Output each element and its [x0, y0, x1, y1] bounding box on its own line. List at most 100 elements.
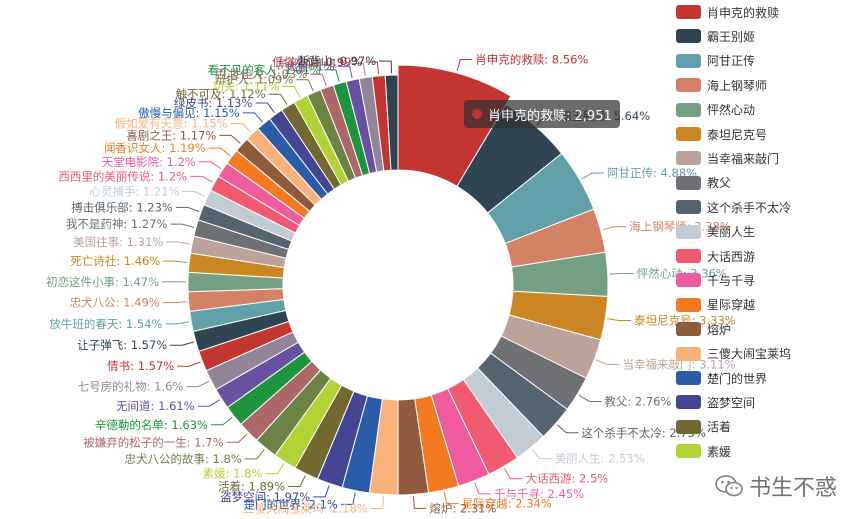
slice-label-当幸福来敲门: 当幸福来敲门: 3.11%: [622, 357, 735, 371]
legend-label: 教父: [707, 176, 732, 191]
legend-swatch: [676, 371, 701, 385]
label-line-忠犬八公的故事: [244, 449, 265, 460]
legend-label: 美丽人生: [707, 225, 756, 240]
label-line-我不是药神: [170, 223, 195, 228]
legend-item-海上钢琴师[interactable]: 海上钢琴师: [676, 76, 767, 94]
label-line-看不见的客人: [323, 69, 340, 82]
slice-label-死亡诗社: 死亡诗社: 1.46%: [70, 254, 160, 268]
legend-swatch: [676, 29, 701, 44]
label-line-当幸福来敲门: [596, 359, 620, 365]
label-line-低俗小说: [365, 61, 379, 74]
label-line-活着: [288, 475, 306, 487]
label-line-辩护人: [296, 79, 314, 91]
label-line-假如爱有天意: [230, 123, 252, 133]
legend-swatch: [676, 127, 701, 141]
slice-label-绿皮书: 绿皮书: 1.13%: [174, 96, 253, 110]
legend-swatch: [676, 419, 701, 434]
legend-item-肖申克的救赎[interactable]: 肖申克的救赎: [676, 3, 779, 21]
legend-label: 三傻大闹宝莱坞: [707, 347, 792, 362]
slice-断背山[interactable]: [384, 74, 399, 171]
legend-item-三傻大闹宝莱坞[interactable]: 三傻大闹宝莱坞: [676, 345, 791, 363]
legend-item-大话西游[interactable]: 大话西游: [676, 247, 755, 265]
legend-item-美丽人生[interactable]: 美丽人生: [676, 223, 755, 241]
legend-item-盗梦空间[interactable]: 盗梦空间: [676, 393, 755, 411]
legend-swatch: [676, 151, 701, 166]
label-line-熔炉: [412, 496, 427, 509]
label-line-死亡诗社: [163, 260, 188, 263]
legend-label: 盗梦空间: [707, 395, 756, 410]
legend-swatch: [676, 78, 701, 93]
slice-label-星际穿越: 星际穿越: 2.34%: [462, 497, 552, 511]
label-line-泰坦尼克号: [607, 318, 632, 322]
slice-肖申克的救赎[interactable]: [397, 64, 512, 187]
legend-item-千与千寻[interactable]: 千与千寻: [676, 271, 755, 289]
label-line-素媛: [265, 463, 285, 475]
legend-label: 素媛: [707, 444, 732, 459]
label-line-让子弹飞: [170, 341, 194, 346]
slice-label-千与千寻: 千与千寻: 2.45%: [494, 487, 584, 501]
slice-label-乱世佳人: 乱世佳人: 1.03%: [217, 67, 307, 81]
slice-label-忠犬八公: 忠犬八公: 1.49%: [70, 296, 160, 310]
legend-swatch: [676, 297, 701, 312]
slice-label-傲慢与偏见: 傲慢与偏见: 1.15%: [138, 106, 240, 120]
legend-item-素媛[interactable]: 素媛: [676, 442, 731, 460]
label-line-心灵捕手: [182, 191, 206, 197]
legend-swatch: [676, 102, 701, 117]
label-line-忠犬八公: [162, 301, 187, 304]
label-line-搏击俱乐部: [175, 206, 200, 213]
tooltip: 肖申克的救赎: 2,951: [464, 100, 620, 128]
legend-swatch: [676, 53, 701, 68]
legend-item-当幸福来敲门[interactable]: 当幸福来敲门: [676, 149, 779, 167]
label-line-星际穿越: [443, 491, 459, 505]
legend-label: 怦然心动: [707, 103, 756, 118]
legend-item-霸王别姬[interactable]: 霸王别姬: [676, 27, 755, 45]
slice-label-东邪西毒: 东邪西毒: 1%: [277, 57, 349, 71]
legend-label: 这个杀手不太冷: [707, 200, 792, 215]
legend-label: 千与千寻: [707, 273, 756, 288]
legend-item-泰坦尼克号[interactable]: 泰坦尼克号: [676, 125, 767, 143]
legend-label: 活着: [707, 420, 732, 435]
legend-swatch: [676, 273, 701, 288]
slice-label-情书: 情书: 1.57%: [107, 359, 174, 373]
label-line-楚门的世界: [340, 492, 356, 505]
legend-item-熔炉[interactable]: 熔炉: [676, 320, 731, 338]
label-line-教父: [578, 394, 602, 402]
legend-swatch: [676, 5, 701, 19]
legend-item-怦然心动[interactable]: 怦然心动: [676, 101, 755, 119]
legend-swatch: [676, 224, 701, 239]
legend-swatch: [676, 346, 701, 361]
label-line-美丽人生: [531, 448, 552, 460]
legend-label: 阿甘正传: [707, 54, 756, 69]
legend-swatch: [676, 444, 701, 459]
label-line-功夫: [282, 85, 301, 98]
label-line-被嫌弃的松子的一生: [226, 433, 248, 443]
legend-item-楚门的世界[interactable]: 楚门的世界: [676, 369, 767, 387]
legend-item-教父[interactable]: 教父: [676, 174, 731, 192]
slice-label-搏击俱乐部: 搏击俱乐部: 1.23%: [71, 200, 173, 214]
slice-label-心灵捕手: 心灵捕手: 1.21%: [89, 185, 179, 199]
slice-label-教父: 教父: 2.76%: [604, 394, 671, 408]
slice-label-断背山: 断背山: 0.97%: [298, 54, 377, 68]
legend-swatch: [676, 322, 701, 337]
legend-swatch: [676, 200, 701, 215]
legend-item-星际穿越[interactable]: 星际穿越: [676, 296, 755, 314]
label-line-三傻大闹宝莱坞: [370, 496, 385, 509]
label-line-怦然心动: [609, 273, 634, 275]
label-line-闻香识女人: [208, 147, 231, 156]
label-line-盗梦空间: [313, 485, 330, 498]
label-line-美国往事: [166, 241, 191, 245]
slice-label-闻香识女人: 闻香识女人: 1.19%: [104, 141, 206, 155]
legend-label: 霸王别姬: [707, 29, 756, 44]
slice-label-假如爱有天意: 假如爱有天意: 1.15%: [115, 117, 228, 131]
slice-label-七号房的礼物: 七号房的礼物: 1.6%: [78, 380, 184, 394]
slice-label-美丽人生: 美丽人生: 2.53%: [555, 452, 645, 466]
legend-item-这个杀手不太冷[interactable]: 这个杀手不太冷: [676, 198, 791, 216]
legend-item-阿甘正传[interactable]: 阿甘正传: [676, 52, 755, 70]
slice-label-泰坦尼克号: 泰坦尼克号: 3.33%: [634, 314, 736, 328]
legend-item-活着[interactable]: 活着: [676, 418, 731, 436]
label-line-大话西游: [504, 468, 523, 480]
legend-label: 肖申克的救赎: [707, 5, 780, 20]
legend-label: 泰坦尼克号: [707, 127, 768, 142]
